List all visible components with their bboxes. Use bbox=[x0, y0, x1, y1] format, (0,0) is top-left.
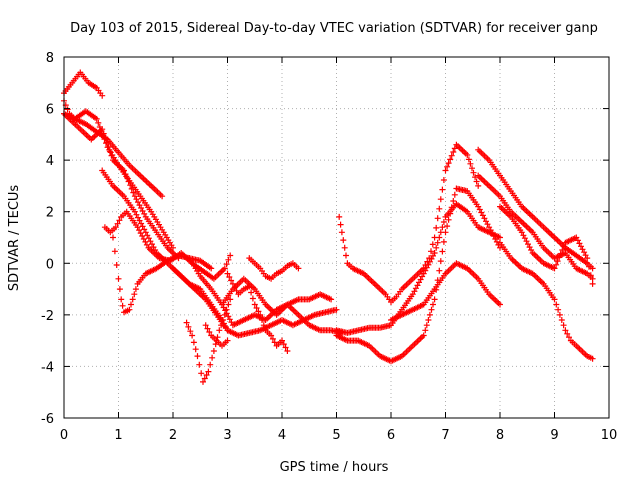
x-tick-label: 6 bbox=[387, 428, 395, 443]
y-axis-label: SDTVAR / TECUs bbox=[7, 185, 22, 292]
x-tick-label: 10 bbox=[601, 428, 618, 443]
y-tick-label: 2 bbox=[46, 206, 54, 221]
series-arc-18 bbox=[388, 260, 503, 323]
series-markers bbox=[388, 260, 503, 323]
x-tick-label: 8 bbox=[496, 428, 504, 443]
series-arc-15 bbox=[336, 141, 482, 305]
grid-layer bbox=[64, 57, 609, 418]
series-markers bbox=[336, 141, 482, 305]
series-markers bbox=[497, 203, 596, 287]
y-tick-label: -6 bbox=[41, 412, 54, 427]
series-markers bbox=[219, 275, 335, 318]
series-arc-19 bbox=[475, 146, 596, 272]
series-arc-13 bbox=[224, 270, 291, 354]
x-tick-label: 5 bbox=[332, 428, 340, 443]
y-tick-label: -4 bbox=[41, 360, 54, 375]
series-arc-14 bbox=[202, 322, 231, 349]
series-markers bbox=[333, 201, 503, 336]
series-markers bbox=[333, 185, 503, 365]
series-arc-20 bbox=[475, 172, 596, 282]
chart-title: Day 103 of 2015, Sidereal Day-to-day VTE… bbox=[70, 21, 598, 36]
x-tick-label: 3 bbox=[223, 428, 231, 443]
series-arc-16 bbox=[333, 185, 503, 365]
data-layer bbox=[61, 69, 596, 385]
tick-layer bbox=[63, 56, 610, 419]
series-markers bbox=[183, 296, 234, 385]
series-arc-12 bbox=[246, 255, 302, 282]
series-arc-4 bbox=[61, 110, 182, 262]
y-tick-label: 8 bbox=[46, 51, 54, 66]
x-tick-label: 7 bbox=[441, 428, 449, 443]
series-markers bbox=[202, 322, 231, 349]
series-markers bbox=[61, 69, 106, 99]
y-tick-label: 0 bbox=[46, 257, 54, 272]
series-arc-17 bbox=[333, 201, 503, 336]
series-arc-21 bbox=[497, 203, 596, 287]
series-markers bbox=[61, 110, 182, 262]
series-markers bbox=[246, 255, 302, 282]
x-axis-label: GPS time / hours bbox=[280, 460, 389, 475]
series-arc-9 bbox=[170, 265, 340, 339]
y-tick-label: 6 bbox=[46, 103, 54, 118]
x-tick-label: 4 bbox=[278, 428, 286, 443]
x-tick-label: 1 bbox=[114, 428, 122, 443]
series-markers bbox=[170, 265, 340, 339]
series-arc-22 bbox=[497, 239, 596, 362]
x-tick-label: 9 bbox=[550, 428, 558, 443]
series-arc-8 bbox=[183, 296, 234, 385]
series-markers bbox=[224, 270, 291, 354]
x-tick-label: 2 bbox=[169, 428, 177, 443]
series-markers bbox=[497, 239, 596, 362]
series-markers bbox=[475, 146, 596, 272]
series-arc-1 bbox=[61, 69, 106, 99]
y-tick-label: -2 bbox=[41, 309, 54, 324]
series-markers bbox=[475, 172, 596, 282]
x-tick-label: 0 bbox=[60, 428, 68, 443]
tick-label-layer: 0 1 2 3 4 5 6 7 8 9 10 -6 -4 -2 0 2 4 6 8 bbox=[41, 51, 617, 443]
series-arc-11 bbox=[219, 275, 335, 318]
y-tick-label: 4 bbox=[46, 154, 54, 169]
